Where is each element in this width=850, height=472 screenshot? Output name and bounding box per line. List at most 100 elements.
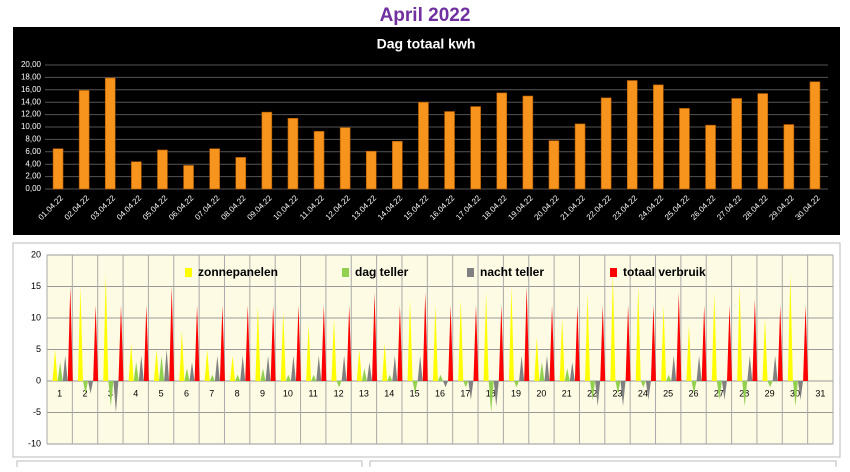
spike [696,355,702,381]
spike [143,305,149,381]
spike [189,362,195,381]
spike [113,381,119,413]
spike [519,355,525,381]
y-tick-label: 2,00 [25,172,41,181]
bar [705,124,716,190]
legend-label: dag teller [355,265,409,279]
spike [686,324,692,381]
legend-swatch [467,268,474,277]
y-tick-label: 0 [36,375,41,385]
bar [783,124,795,190]
spike [448,305,454,381]
x-tick-label: 4 [133,388,138,398]
spike [635,286,641,381]
y-tick-label: 14,00 [21,97,42,106]
x-tick-label: 1 [57,388,62,398]
spike [473,305,479,381]
spike [798,381,804,400]
spike [498,305,504,381]
x-tick-label: 25 [663,388,673,398]
spike [311,374,317,381]
spike [133,362,139,381]
spike [721,381,727,400]
spike [169,286,175,381]
spike [321,305,327,381]
bar [653,84,664,190]
bar [157,149,168,190]
x-tick-label: 31 [815,388,825,398]
spike [590,381,596,400]
spike [230,355,236,381]
spike [62,355,68,381]
x-tick-label: 6 [184,388,189,398]
bar [261,111,273,190]
spike [792,381,798,407]
panel [369,460,837,472]
legend-label: zonnepanelen [198,265,278,279]
spike [432,305,438,381]
legend-swatch [610,268,617,277]
spike [437,374,443,381]
spike [463,381,469,388]
bar [522,95,534,190]
spike [716,381,722,400]
spike [194,305,200,381]
spike [265,355,271,381]
spike [204,349,210,381]
bar [209,148,220,190]
bar [78,90,90,190]
x-tick-label: 26 [689,388,699,398]
chart-2: -10-505101520123456789101112131415161718… [28,249,834,448]
spike [650,305,656,381]
legend-label: totaal verbruik [623,265,706,279]
bar [496,92,508,190]
spike [341,355,347,381]
bar [131,161,142,190]
spike [742,381,748,407]
spike [772,355,778,381]
bar [104,77,116,190]
spike [260,368,266,381]
y-tick-label: 6,00 [25,147,41,156]
spike [666,374,672,381]
y-tick-label: 5 [36,344,41,354]
spike [483,292,489,381]
spike [306,324,312,381]
bar [365,150,377,190]
spike [585,292,591,381]
spike [285,374,291,381]
spike [645,381,651,400]
spike [108,381,114,407]
spike [752,299,758,381]
x-tick-label: 21 [562,388,572,398]
spike [57,362,63,381]
spike [153,349,159,381]
spike [488,381,494,413]
bar [235,157,247,190]
x-tick-label: 8 [235,388,240,398]
y-tick-label: 18,00 [21,73,42,82]
spike [52,349,58,381]
x-tick-label: 14 [384,388,394,398]
x-tick-label: 16 [435,388,445,398]
x-tick-label: 19 [511,388,521,398]
spike [245,305,251,381]
spike [676,292,682,381]
spike [290,355,296,381]
spike [762,318,768,381]
spike [240,355,246,381]
spike [610,273,616,381]
spike [356,349,362,381]
bar [52,148,64,190]
bar [392,140,403,190]
spike [407,299,413,381]
x-tick-label: 23 [612,388,622,398]
x-tick-label: 17 [460,388,470,398]
spike [361,368,367,381]
spike [615,381,621,394]
spike [727,305,733,381]
spike [235,374,241,381]
spike [255,305,261,381]
spike [184,368,190,381]
